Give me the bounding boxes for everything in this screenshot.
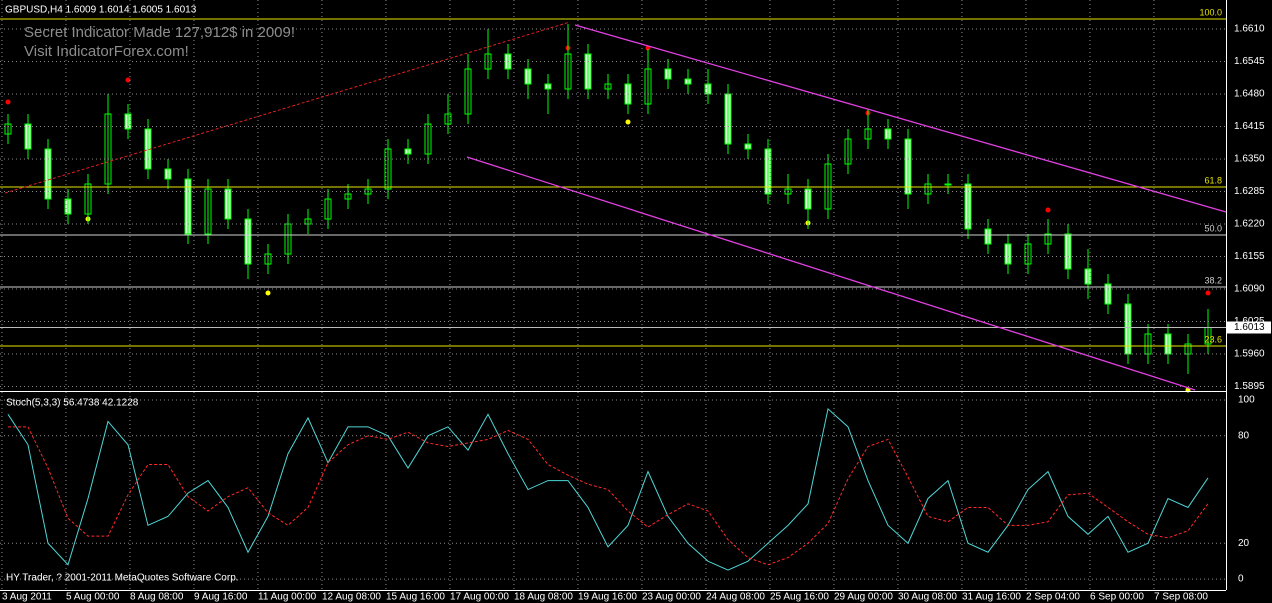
- y-tick-label: 1.5960: [1234, 349, 1265, 360]
- x-tick-label: 17 Aug 00:00: [450, 592, 509, 603]
- price-box-label: 1.6013: [1234, 322, 1265, 333]
- y-tick-label: 1.6480: [1234, 89, 1265, 100]
- y-tick-label: 80: [1238, 430, 1250, 441]
- fib-label: 100.0: [1199, 7, 1222, 17]
- y-tick-label: 1.6350: [1234, 154, 1265, 165]
- x-tick-label: 23 Aug 00:00: [642, 592, 701, 603]
- x-tick-label: 29 Aug 00:00: [834, 592, 893, 603]
- fib-label: 23.6: [1204, 334, 1222, 344]
- x-tick-label: 12 Aug 08:00: [322, 592, 381, 603]
- x-tick-label: 31 Aug 16:00: [962, 592, 1021, 603]
- x-tick-label: 9 Aug 16:00: [194, 592, 248, 603]
- x-tick-label: 24 Aug 08:00: [706, 592, 765, 603]
- footer: HY Trader, ? 2001-2011 MetaQuotes Softwa…: [6, 573, 239, 584]
- x-tick-label: 30 Aug 08:00: [898, 592, 957, 603]
- x-tick-label: 6 Sep 00:00: [1090, 592, 1144, 603]
- indicator-title: Stoch(5,3,3) 56.4738 42.1228: [6, 398, 139, 409]
- fractal: [1045, 207, 1051, 213]
- channel-lower: [466, 156, 1196, 391]
- price-box: [1227, 321, 1271, 334]
- y-tick-label: 1.5895: [1234, 381, 1265, 392]
- x-tick-label: 18 Aug 08:00: [514, 592, 573, 603]
- trend-line: [4, 21, 571, 194]
- fractal: [265, 290, 271, 296]
- x-tick-label: 3 Aug 2011: [2, 592, 52, 603]
- y-tick-label: 1.6155: [1234, 251, 1265, 262]
- fractal: [125, 77, 131, 83]
- y-tick-label: 0: [1238, 574, 1244, 585]
- x-tick-label: 8 Aug 08:00: [130, 592, 184, 603]
- fractal: [1205, 290, 1211, 296]
- watermark: Visit IndicatorForex.com!: [24, 43, 189, 60]
- x-tick-label: 5 Aug 00:00: [66, 592, 120, 603]
- y-tick-label: 1.6610: [1234, 24, 1265, 35]
- x-tick-label: 7 Sep 08:00: [1154, 592, 1208, 603]
- y-tick-label: 1.6415: [1234, 121, 1265, 132]
- x-tick-label: 19 Aug 16:00: [578, 592, 637, 603]
- y-tick-label: 1.6545: [1234, 56, 1265, 67]
- x-tick-label: 11 Aug 00:00: [258, 592, 317, 603]
- x-tick-label: 2 Sep 04:00: [1026, 592, 1080, 603]
- chart-title: GBPUSD,H4 1.6009 1.6014 1.6005 1.6013: [5, 5, 197, 16]
- fib-label: 61.8: [1204, 175, 1222, 185]
- y-tick-label: 100: [1238, 395, 1255, 406]
- y-tick-label: 20: [1238, 538, 1250, 549]
- fractal: [625, 119, 631, 125]
- y-tick-label: 1.6220: [1234, 219, 1265, 230]
- stoch-line: [8, 426, 1209, 566]
- channel-upper: [574, 24, 1227, 213]
- fractal: [5, 99, 11, 105]
- x-tick-label: 25 Aug 16:00: [770, 592, 829, 603]
- stoch-line: [7, 407, 1209, 571]
- x-tick-label: 15 Aug 16:00: [386, 592, 445, 603]
- watermark: Secret Indicator Made 127,912$ in 2009!: [24, 24, 295, 41]
- fib-label: 38.2: [1204, 275, 1222, 285]
- y-tick-label: 1.6285: [1234, 186, 1265, 197]
- y-tick-label: 1.6090: [1234, 284, 1265, 295]
- fib-label: 50.0: [1204, 223, 1222, 233]
